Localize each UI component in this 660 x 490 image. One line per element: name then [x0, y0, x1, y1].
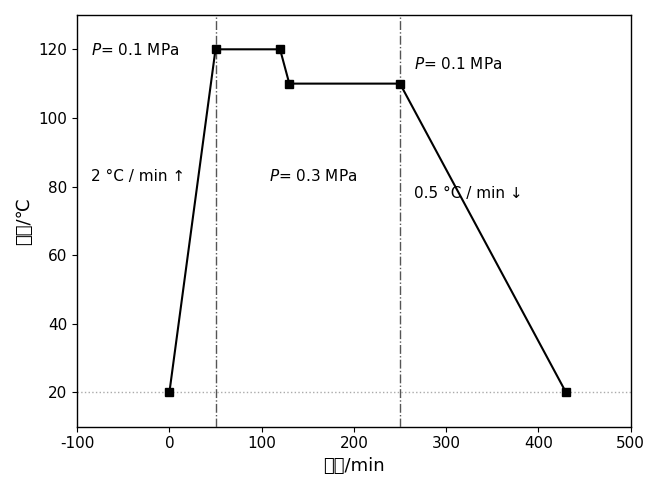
Text: $\it{P}$= 0.3 MPa: $\it{P}$= 0.3 MPa [269, 168, 357, 184]
X-axis label: 时间/min: 时间/min [323, 457, 385, 475]
Text: 2 °C / min ↑: 2 °C / min ↑ [91, 169, 185, 184]
Text: $\it{P}$= 0.1 MPa: $\it{P}$= 0.1 MPa [414, 56, 502, 72]
Text: $\it{P}$= 0.1 MPa: $\it{P}$= 0.1 MPa [91, 43, 180, 58]
Y-axis label: 温度/℃: 温度/℃ [15, 197, 33, 245]
Text: 0.5 °C / min ↓: 0.5 °C / min ↓ [414, 186, 523, 201]
